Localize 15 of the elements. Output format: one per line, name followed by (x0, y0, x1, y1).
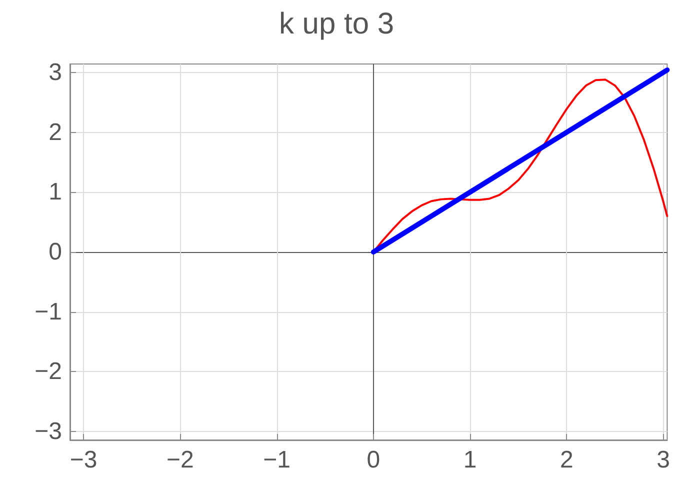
x-tick-label: 2 (560, 446, 574, 474)
y-tick-label: 1 (48, 178, 62, 206)
y-tick-label: 0 (48, 238, 62, 266)
y-tick-label: −2 (34, 358, 62, 386)
x-tick-label: −2 (166, 446, 194, 474)
x-tick-label: 3 (656, 446, 670, 474)
y-tick-label: 2 (48, 118, 62, 146)
chart-title: k up to 3 (278, 8, 394, 40)
y-tick-label: 3 (48, 58, 62, 86)
y-tick-label: −3 (34, 418, 62, 446)
y-tick-label: −1 (34, 298, 62, 326)
x-tick-label: −1 (263, 446, 290, 474)
x-tick-label: 0 (366, 446, 380, 474)
x-tick-label: 1 (463, 446, 477, 474)
x-tick-label: −3 (70, 446, 98, 474)
